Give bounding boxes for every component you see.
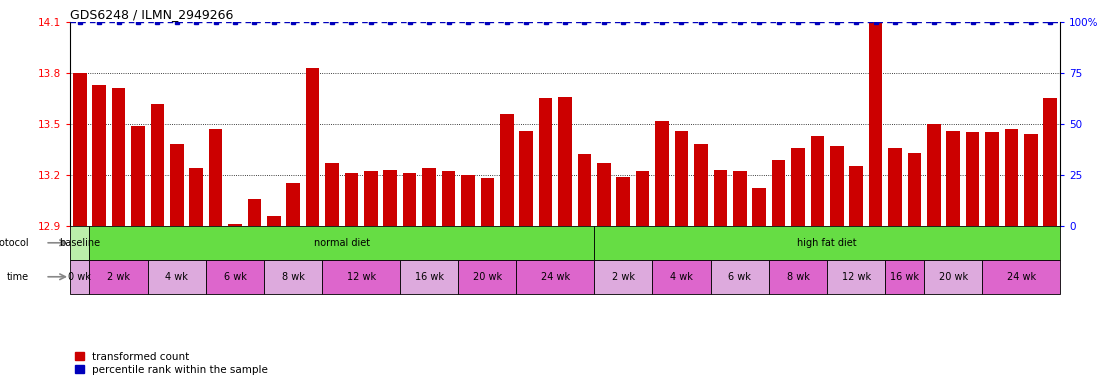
Bar bbox=[206, 260, 265, 294]
Bar bbox=[306, 68, 320, 226]
Text: 8 wk: 8 wk bbox=[786, 272, 809, 282]
Bar bbox=[89, 260, 147, 294]
Text: time: time bbox=[7, 272, 29, 282]
Bar bbox=[925, 260, 983, 294]
Text: 12 wk: 12 wk bbox=[347, 272, 376, 282]
Text: high fat diet: high fat diet bbox=[797, 238, 856, 248]
Text: baseline: baseline bbox=[59, 238, 100, 248]
Bar bbox=[732, 172, 747, 226]
Bar bbox=[792, 148, 805, 226]
Bar bbox=[72, 73, 87, 226]
Bar bbox=[383, 170, 397, 226]
Bar bbox=[365, 172, 378, 226]
Bar bbox=[209, 129, 223, 226]
Bar bbox=[597, 163, 610, 226]
Text: 4 wk: 4 wk bbox=[670, 272, 693, 282]
Bar bbox=[228, 224, 242, 226]
Bar bbox=[594, 226, 1060, 260]
Bar bbox=[869, 22, 883, 226]
Bar bbox=[652, 260, 710, 294]
Bar bbox=[539, 98, 552, 226]
Bar bbox=[345, 173, 358, 226]
Bar bbox=[888, 148, 901, 226]
Bar bbox=[89, 226, 594, 260]
Text: 2 wk: 2 wk bbox=[612, 272, 635, 282]
Bar bbox=[983, 260, 1060, 294]
Text: 24 wk: 24 wk bbox=[1007, 272, 1035, 282]
Bar bbox=[150, 104, 164, 226]
Text: 6 wk: 6 wk bbox=[224, 272, 246, 282]
Text: GDS6248 / ILMN_2949266: GDS6248 / ILMN_2949266 bbox=[70, 8, 234, 21]
Bar bbox=[927, 124, 941, 226]
Bar bbox=[772, 160, 785, 226]
Bar bbox=[131, 126, 145, 226]
Bar bbox=[112, 88, 125, 226]
Bar bbox=[481, 178, 494, 226]
Text: 16 wk: 16 wk bbox=[890, 272, 919, 282]
Bar bbox=[578, 154, 591, 226]
Bar bbox=[400, 260, 458, 294]
Bar bbox=[769, 260, 827, 294]
Bar bbox=[189, 168, 203, 226]
Bar bbox=[830, 146, 843, 226]
Text: 0 wk: 0 wk bbox=[68, 272, 91, 282]
Text: 4 wk: 4 wk bbox=[166, 272, 188, 282]
Bar bbox=[500, 114, 514, 226]
Bar bbox=[594, 260, 652, 294]
Bar bbox=[714, 170, 727, 226]
Bar bbox=[1005, 129, 1018, 226]
Text: 6 wk: 6 wk bbox=[728, 272, 751, 282]
Bar bbox=[325, 163, 339, 226]
Bar bbox=[248, 199, 261, 226]
Text: 12 wk: 12 wk bbox=[841, 272, 871, 282]
Bar bbox=[323, 260, 400, 294]
Bar bbox=[850, 166, 863, 226]
Bar bbox=[287, 183, 300, 226]
Text: 16 wk: 16 wk bbox=[415, 272, 444, 282]
Bar bbox=[752, 189, 766, 226]
Bar bbox=[694, 144, 708, 226]
Bar bbox=[519, 131, 533, 226]
Bar bbox=[810, 136, 825, 226]
Bar bbox=[403, 173, 416, 226]
Bar bbox=[885, 260, 925, 294]
Bar bbox=[827, 260, 885, 294]
Bar bbox=[170, 144, 183, 226]
Bar bbox=[265, 260, 323, 294]
Bar bbox=[946, 131, 960, 226]
Bar bbox=[674, 131, 688, 226]
Bar bbox=[458, 260, 516, 294]
Bar bbox=[441, 172, 456, 226]
Bar bbox=[1024, 134, 1038, 226]
Bar bbox=[70, 260, 89, 294]
Bar bbox=[966, 132, 979, 226]
Bar bbox=[423, 168, 436, 226]
Bar bbox=[147, 260, 206, 294]
Bar bbox=[985, 132, 999, 226]
Bar bbox=[558, 97, 572, 226]
Bar bbox=[710, 260, 769, 294]
Bar bbox=[656, 121, 669, 226]
Bar bbox=[461, 175, 474, 226]
Bar bbox=[70, 226, 89, 260]
Bar bbox=[636, 172, 649, 226]
Text: 20 wk: 20 wk bbox=[473, 272, 502, 282]
Bar bbox=[616, 177, 630, 226]
Text: 20 wk: 20 wk bbox=[939, 272, 967, 282]
Bar bbox=[908, 153, 921, 226]
Bar bbox=[516, 260, 594, 294]
Text: normal diet: normal diet bbox=[314, 238, 370, 248]
Text: 2 wk: 2 wk bbox=[107, 272, 130, 282]
Bar bbox=[267, 216, 281, 226]
Text: 24 wk: 24 wk bbox=[540, 272, 570, 282]
Text: 8 wk: 8 wk bbox=[282, 272, 304, 282]
Text: protocol: protocol bbox=[0, 238, 29, 248]
Legend: transformed count, percentile rank within the sample: transformed count, percentile rank withi… bbox=[75, 352, 268, 375]
Bar bbox=[92, 85, 105, 226]
Bar bbox=[1043, 98, 1057, 226]
